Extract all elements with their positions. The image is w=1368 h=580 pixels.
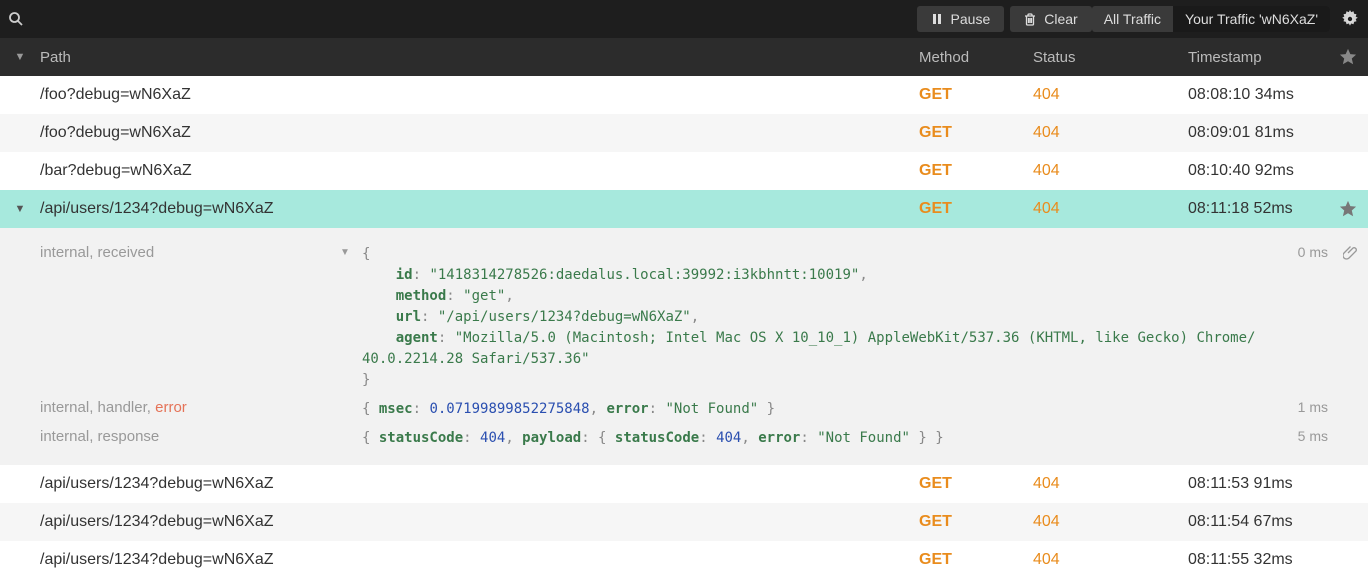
detail-timing: 0 ms <box>1274 244 1334 260</box>
detail-tag: internal, handler, error <box>0 399 340 416</box>
table-row[interactable]: /api/users/1234?debug=wN6XaZ GET 404 08:… <box>0 465 1368 503</box>
detail-timing: 1 ms <box>1274 399 1334 415</box>
cell-status: 404 <box>1033 86 1188 104</box>
detail-tag: internal, response <box>0 428 340 445</box>
cell-method: GET <box>919 551 1033 569</box>
toolbar-right: All Traffic Your Traffic 'wN6XaZ' <box>1092 6 1360 32</box>
detail-line: internal, received ▼ { id: "141831427852… <box>0 240 1368 395</box>
detail-expand-toggle <box>340 399 362 402</box>
toolbar: Pause Clear All Traffic Your Traffic 'wN… <box>0 0 1368 38</box>
cell-path: /bar?debug=wN6XaZ <box>40 162 919 180</box>
cell-timestamp: 08:08:10 34ms <box>1188 86 1328 104</box>
toolbar-center: Pause Clear <box>917 6 1092 32</box>
detail-line: internal, response { statusCode: 404, pa… <box>0 424 1368 453</box>
pause-icon <box>931 13 943 25</box>
request-details: internal, received ▼ { id: "141831427852… <box>0 228 1368 465</box>
detail-expand-toggle <box>340 428 362 431</box>
cell-method: GET <box>919 124 1033 142</box>
cell-status: 404 <box>1033 551 1188 569</box>
col-header-method[interactable]: Method <box>919 49 1033 66</box>
cell-path: /foo?debug=wN6XaZ <box>40 124 919 142</box>
cell-status: 404 <box>1033 162 1188 180</box>
cell-timestamp: 08:11:54 67ms <box>1188 513 1328 531</box>
detail-expand-toggle[interactable]: ▼ <box>340 244 362 258</box>
cell-status: 404 <box>1033 513 1188 531</box>
pause-button[interactable]: Pause <box>917 6 1005 32</box>
table-row[interactable]: /api/users/1234?debug=wN6XaZ GET 404 08:… <box>0 503 1368 541</box>
paperclip-icon[interactable] <box>1334 244 1368 260</box>
cell-method: GET <box>919 200 1033 218</box>
detail-code: { statusCode: 404, payload: { statusCode… <box>362 428 1274 449</box>
clear-label: Clear <box>1044 11 1077 27</box>
clear-button[interactable]: Clear <box>1010 6 1091 32</box>
cell-timestamp: 08:11:55 32ms <box>1188 551 1328 569</box>
detail-code: { id: "1418314278526:daedalus.local:3999… <box>362 244 1274 391</box>
cell-method: GET <box>919 86 1033 104</box>
table-row[interactable]: /api/users/1234?debug=wN6XaZ GET 404 08:… <box>0 541 1368 579</box>
cell-status: 404 <box>1033 200 1188 218</box>
trash-icon <box>1024 13 1036 26</box>
cell-timestamp: 08:09:01 81ms <box>1188 124 1328 142</box>
search-container <box>8 0 917 38</box>
row-expand-toggle[interactable]: ▼ <box>0 203 40 215</box>
cell-status: 404 <box>1033 124 1188 142</box>
cell-method: GET <box>919 513 1033 531</box>
table-row[interactable]: /foo?debug=wN6XaZ GET 404 08:08:10 34ms <box>0 76 1368 114</box>
column-header: ▼ Path Method Status Timestamp <box>0 38 1368 76</box>
pause-label: Pause <box>951 11 991 27</box>
detail-code: { msec: 0.07199899852275848, error: "Not… <box>362 399 1274 420</box>
col-header-status[interactable]: Status <box>1033 49 1188 66</box>
detail-tag: internal, received <box>0 244 340 261</box>
table-row[interactable]: /foo?debug=wN6XaZ GET 404 08:09:01 81ms <box>0 114 1368 152</box>
search-input[interactable] <box>24 7 917 32</box>
gear-icon[interactable] <box>1340 9 1360 29</box>
request-table: /foo?debug=wN6XaZ GET 404 08:08:10 34ms … <box>0 76 1368 579</box>
col-header-path[interactable]: Path <box>40 49 919 66</box>
cell-path: /api/users/1234?debug=wN6XaZ <box>40 551 919 569</box>
cell-method: GET <box>919 162 1033 180</box>
cell-timestamp: 08:10:40 92ms <box>1188 162 1328 180</box>
cell-timestamp: 08:11:53 91ms <box>1188 475 1328 493</box>
detail-timing: 5 ms <box>1274 428 1334 444</box>
cell-path: /foo?debug=wN6XaZ <box>40 86 919 104</box>
expand-all-toggle[interactable]: ▼ <box>0 51 40 63</box>
search-icon <box>8 11 24 27</box>
col-header-star[interactable] <box>1328 48 1368 66</box>
detail-line: internal, handler, error { msec: 0.07199… <box>0 395 1368 424</box>
your-traffic-button[interactable]: Your Traffic 'wN6XaZ' <box>1173 6 1330 32</box>
col-header-timestamp[interactable]: Timestamp <box>1188 49 1328 66</box>
row-star-toggle[interactable] <box>1328 200 1368 218</box>
cell-path: /api/users/1234?debug=wN6XaZ <box>40 513 919 531</box>
table-row[interactable]: ▼ /api/users/1234?debug=wN6XaZ GET 404 0… <box>0 190 1368 228</box>
cell-path: /api/users/1234?debug=wN6XaZ <box>40 475 919 493</box>
all-traffic-button[interactable]: All Traffic <box>1092 6 1173 32</box>
cell-timestamp: 08:11:18 52ms <box>1188 200 1328 218</box>
cell-path: /api/users/1234?debug=wN6XaZ <box>40 200 919 218</box>
cell-status: 404 <box>1033 475 1188 493</box>
chevron-down-icon: ▼ <box>15 51 26 63</box>
cell-method: GET <box>919 475 1033 493</box>
table-row[interactable]: /bar?debug=wN6XaZ GET 404 08:10:40 92ms <box>0 152 1368 190</box>
traffic-toggle: All Traffic Your Traffic 'wN6XaZ' <box>1092 6 1330 32</box>
chevron-down-icon: ▼ <box>15 203 26 215</box>
